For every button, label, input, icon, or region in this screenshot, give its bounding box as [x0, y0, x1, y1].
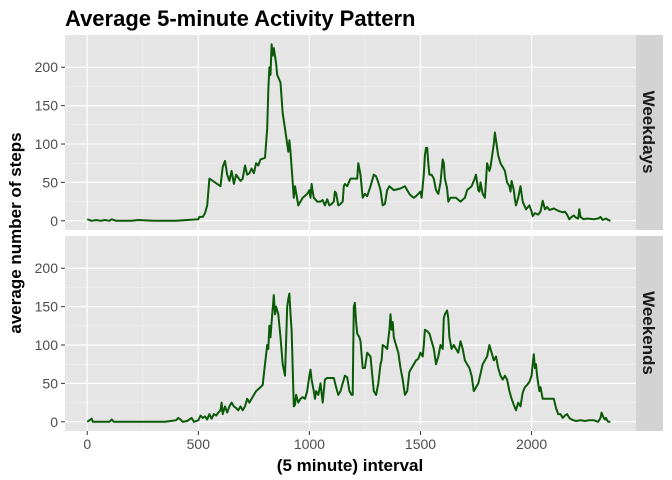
x-tick-label: 2000	[516, 436, 547, 452]
panel-weekdays: 0 50 100 150 200 Weekdays	[35, 35, 663, 230]
x-tick-label: 0	[83, 436, 91, 452]
y-tick-label: 100	[35, 136, 59, 152]
x-tick-label: 500	[187, 436, 211, 452]
y-axis-ticks: 0 50 100 150 200	[35, 59, 65, 229]
panel-grid	[65, 35, 636, 230]
facet-label-weekdays: Weekdays	[639, 91, 658, 174]
y-tick-label: 100	[35, 337, 59, 353]
y-tick-label: 150	[35, 98, 59, 114]
facet-strip-weekdays	[636, 35, 663, 230]
y-tick-label: 0	[50, 414, 58, 430]
panel-grid	[65, 236, 636, 431]
series-line-weekends	[86, 292, 611, 423]
y-tick-label: 200	[35, 59, 59, 75]
series-line-weekdays	[86, 43, 611, 222]
y-tick-label: 50	[42, 375, 58, 391]
y-tick-label: 150	[35, 299, 59, 315]
panel-background	[65, 35, 636, 230]
panel-weekends: 0 50 100 150 200 Weekends	[35, 236, 663, 431]
y-tick-label: 50	[42, 174, 58, 190]
y-axis-title: average number of steps	[6, 132, 25, 333]
panel-background	[65, 236, 636, 431]
chart-title: Average 5-minute Activity Pattern	[65, 6, 415, 31]
x-tick-label: 1500	[405, 436, 436, 452]
y-tick-label: 200	[35, 260, 59, 276]
facet-strip-weekends	[636, 236, 663, 431]
y-tick-label: 0	[50, 213, 58, 229]
y-axis-ticks: 0 50 100 150 200	[35, 260, 65, 430]
facet-label-weekends: Weekends	[639, 291, 658, 375]
x-axis-ticks: 0 500 1000 1500 2000	[83, 431, 547, 452]
x-tick-label: 1000	[294, 436, 325, 452]
x-axis-title: (5 minute) interval	[277, 456, 423, 475]
